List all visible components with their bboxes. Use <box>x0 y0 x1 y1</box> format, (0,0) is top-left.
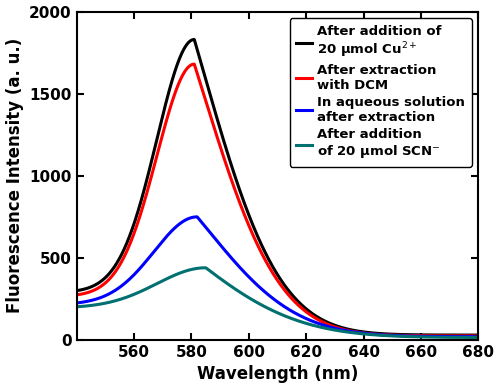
Legend: After addition of
20 μmol Cu$^{2+}$, After extraction
with DCM, In aqueous solut: After addition of 20 μmol Cu$^{2+}$, Aft… <box>290 18 472 167</box>
Y-axis label: Fluorescence Intensity (a. u.): Fluorescence Intensity (a. u.) <box>6 38 24 314</box>
X-axis label: Wavelength (nm): Wavelength (nm) <box>197 365 358 384</box>
